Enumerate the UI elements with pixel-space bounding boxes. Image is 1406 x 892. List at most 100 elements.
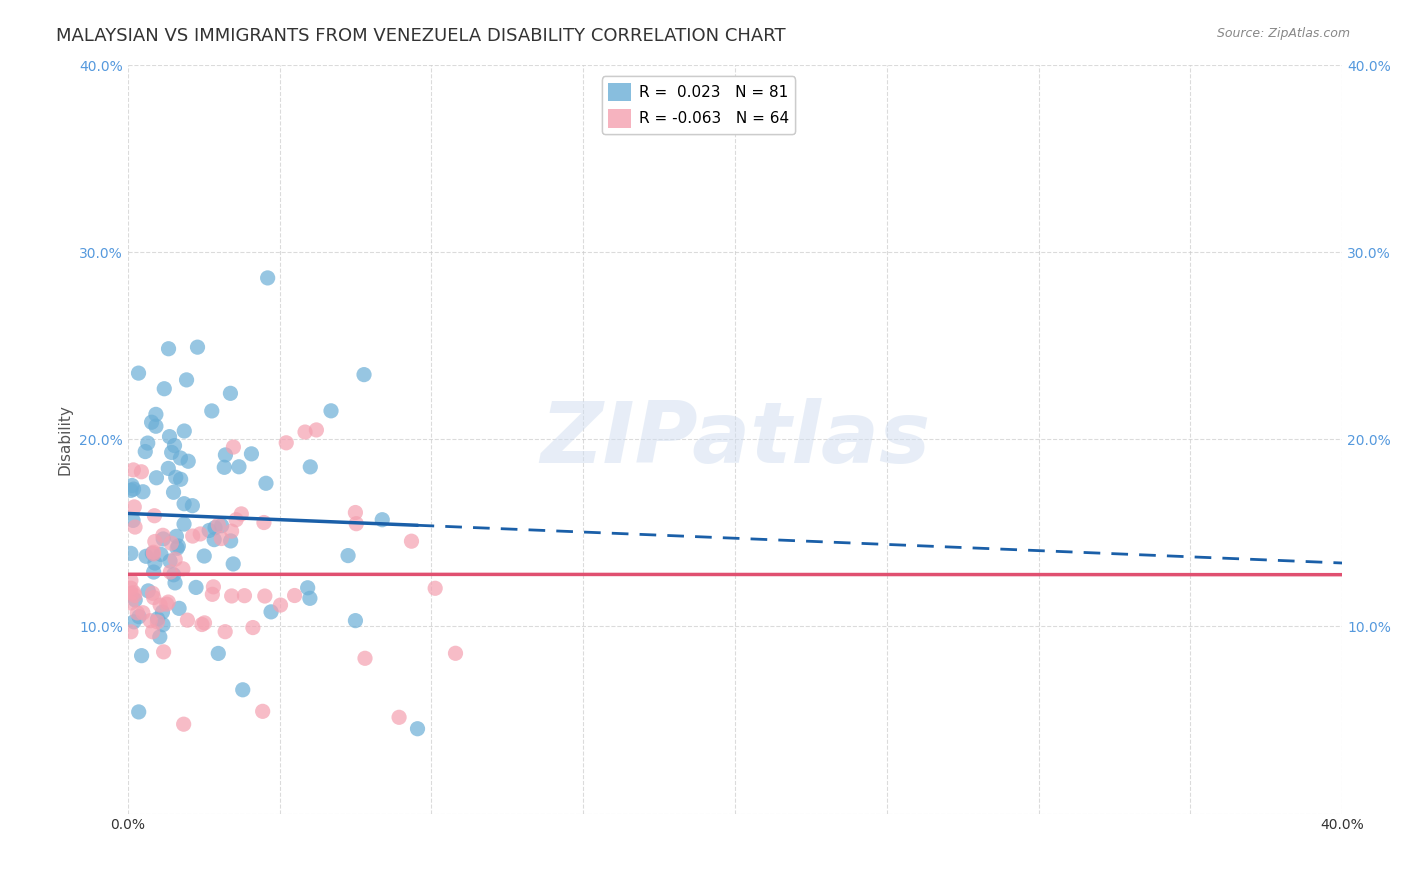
Point <box>165 575 187 590</box>
Point <box>173 424 195 438</box>
Point <box>219 533 242 548</box>
Point <box>152 617 174 632</box>
Point <box>201 404 224 418</box>
Point <box>337 549 360 563</box>
Point <box>169 472 191 486</box>
Point <box>142 591 165 605</box>
Point <box>145 471 167 485</box>
Point <box>242 621 264 635</box>
Point <box>344 516 367 531</box>
Point <box>294 425 316 439</box>
Point <box>305 423 328 437</box>
Point <box>186 340 208 354</box>
Point <box>132 606 155 620</box>
Point <box>122 482 145 496</box>
Point <box>444 646 467 660</box>
Point <box>157 342 180 356</box>
Point <box>152 605 174 619</box>
Point <box>354 651 377 665</box>
Point <box>188 527 211 541</box>
Point <box>157 595 180 609</box>
Text: MALAYSIAN VS IMMIGRANTS FROM VENEZUELA DISABILITY CORRELATION CHART: MALAYSIAN VS IMMIGRANTS FROM VENEZUELA D… <box>56 27 786 45</box>
Point <box>145 419 167 434</box>
Point <box>139 614 162 628</box>
Point <box>254 476 277 491</box>
Point <box>176 373 198 387</box>
Point <box>221 589 243 603</box>
Point <box>149 547 172 561</box>
Point <box>252 704 274 718</box>
Point <box>163 439 186 453</box>
Point <box>127 606 149 620</box>
Point <box>157 461 180 475</box>
Point <box>214 460 236 475</box>
Point <box>162 485 184 500</box>
Point <box>219 386 242 401</box>
Point <box>122 585 145 599</box>
Point <box>152 645 174 659</box>
Point <box>299 459 322 474</box>
Point <box>121 478 143 492</box>
Point <box>120 624 142 639</box>
Point <box>120 546 142 560</box>
Point <box>225 513 247 527</box>
Point <box>142 624 165 639</box>
Point <box>260 605 283 619</box>
Point <box>253 516 276 530</box>
Point <box>122 463 145 477</box>
Point <box>128 609 150 624</box>
Point <box>165 470 187 484</box>
Point <box>173 517 195 532</box>
Point <box>159 429 181 443</box>
Point <box>142 565 165 579</box>
Point <box>202 533 225 547</box>
Point <box>131 465 153 479</box>
Point <box>207 647 229 661</box>
Point <box>193 615 215 630</box>
Point <box>124 593 146 607</box>
Point <box>142 586 165 600</box>
Point <box>221 524 243 538</box>
Point <box>152 528 174 542</box>
Y-axis label: Disability: Disability <box>58 404 72 475</box>
Point <box>131 648 153 663</box>
Point <box>136 436 159 450</box>
Point <box>159 565 181 579</box>
Point <box>228 459 250 474</box>
Point <box>231 507 253 521</box>
Point <box>184 581 207 595</box>
Point <box>176 613 198 627</box>
Point <box>120 483 142 498</box>
Text: Source: ZipAtlas.com: Source: ZipAtlas.com <box>1216 27 1350 40</box>
Point <box>142 547 165 561</box>
Point <box>134 444 156 458</box>
Point <box>162 567 184 582</box>
Point <box>166 541 188 556</box>
Point <box>344 506 367 520</box>
Point <box>141 547 163 561</box>
Point <box>214 448 236 462</box>
Point <box>256 271 278 285</box>
Point <box>132 484 155 499</box>
Point <box>173 497 195 511</box>
Point <box>181 499 204 513</box>
Point <box>143 556 166 570</box>
Point <box>160 445 183 459</box>
Point <box>181 529 204 543</box>
Point <box>201 587 224 601</box>
Point <box>165 529 187 543</box>
Point <box>167 601 190 615</box>
Point <box>152 532 174 546</box>
Point <box>124 589 146 603</box>
Point <box>222 440 245 454</box>
Point <box>173 717 195 731</box>
Point <box>172 562 194 576</box>
Point <box>128 366 150 380</box>
Point <box>160 536 183 550</box>
Point <box>202 580 225 594</box>
Point <box>204 521 226 535</box>
Point <box>122 500 145 514</box>
Point <box>165 552 187 566</box>
Point <box>406 722 429 736</box>
Point <box>371 513 394 527</box>
